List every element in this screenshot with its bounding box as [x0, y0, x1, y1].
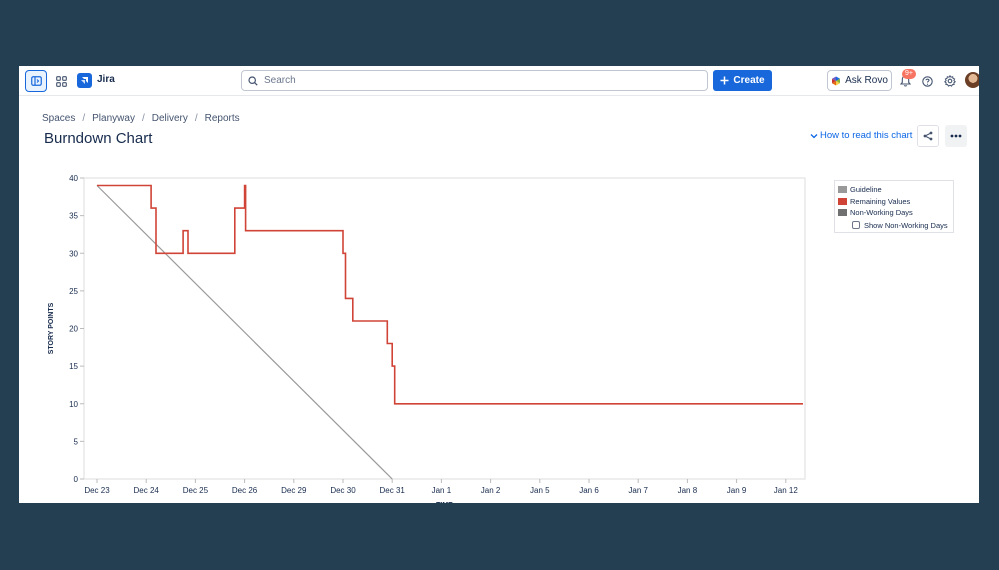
y-tick-label: 10 — [69, 400, 78, 409]
legend-label: Non-Working Days — [850, 208, 913, 218]
notification-badge: 9+ — [902, 69, 916, 79]
page-title: Burndown Chart — [44, 130, 153, 147]
help-icon — [921, 75, 933, 87]
rovo-icon — [832, 76, 841, 85]
x-axis-label: TIME — [436, 502, 453, 503]
brand-name[interactable]: Jira — [97, 74, 115, 85]
app-switcher-button[interactable] — [50, 70, 72, 92]
breadcrumb-delivery[interactable]: Delivery — [151, 113, 188, 124]
series-line-remaining-values — [97, 184, 803, 405]
burndown-chart-svg: 0 5 10 15 20 25 30 35 40 Dec 23 Dec 24 Dec 25 Dec 26… — [48, 174, 806, 503]
share-button[interactable] — [917, 125, 939, 147]
breadcrumb-separator: / — [141, 113, 145, 124]
ask-rovo-label: Ask Rovo — [845, 75, 888, 86]
user-avatar[interactable] — [965, 72, 979, 88]
legend-swatch — [838, 186, 847, 194]
search-input[interactable]: Search — [241, 70, 708, 91]
legend-item-remaining-values: Remaining Values — [838, 196, 950, 208]
x-tick-label: Jan 6 — [579, 486, 599, 495]
x-tick-label: Dec 25 — [183, 486, 209, 495]
y-tick-label: 15 — [69, 362, 78, 371]
x-tick-label: Jan 2 — [481, 486, 501, 495]
create-label: Create — [733, 75, 765, 86]
y-tick-label: 0 — [74, 475, 79, 484]
jira-logo-icon[interactable] — [77, 73, 92, 88]
legend-label: Remaining Values — [850, 196, 911, 206]
y-tick-label: 20 — [69, 325, 78, 334]
y-tick-label: 25 — [69, 287, 78, 296]
plot-area — [83, 177, 806, 480]
chevron-down-icon — [810, 133, 818, 138]
x-tick-label: Dec 23 — [84, 486, 110, 495]
ask-rovo-button[interactable]: Ask Rovo — [827, 70, 892, 91]
show-non-working-days-toggle[interactable]: Show Non-Working Days — [838, 219, 950, 232]
chart-legend: Guideline Remaining Values Non-Working D… — [834, 180, 954, 233]
legend-swatch — [838, 209, 847, 217]
top-navigation: Jira Search Create Ask Rovo 9+ — [19, 66, 979, 96]
breadcrumb-reports[interactable]: Reports — [204, 113, 240, 124]
x-tick-label: Dec 30 — [330, 486, 356, 495]
search-placeholder: Search — [264, 75, 296, 86]
legend-label: Guideline — [850, 185, 882, 195]
how-to-read-label: How to read this chart — [820, 130, 913, 141]
y-axis-label: STORY POINTS — [48, 302, 55, 354]
x-tick-label: Dec 24 — [134, 486, 160, 495]
y-tick-label: 30 — [69, 249, 78, 258]
x-tick-label: Jan 7 — [628, 486, 648, 495]
breadcrumb-separator: / — [82, 113, 86, 124]
x-tick-label: Jan 9 — [727, 486, 747, 495]
sidebar-toggle-icon — [30, 76, 42, 86]
plus-icon — [720, 76, 729, 85]
y-tick-label: 5 — [74, 437, 79, 446]
show-non-working-days-checkbox[interactable] — [852, 221, 860, 229]
x-tick-label: Dec 26 — [232, 486, 258, 495]
share-icon — [923, 131, 933, 141]
legend-swatch — [838, 197, 847, 205]
show-non-working-days-label: Show Non-Working Days — [864, 220, 948, 230]
sidebar-toggle-button[interactable] — [25, 70, 47, 92]
x-tick-label: Dec 29 — [281, 486, 307, 495]
legend-item-guideline: Guideline — [838, 184, 950, 196]
more-icon — [950, 134, 962, 138]
more-actions-button[interactable] — [945, 125, 967, 147]
x-tick-label: Jan 1 — [432, 486, 452, 495]
help-button[interactable] — [919, 72, 935, 90]
breadcrumb-spaces[interactable]: Spaces — [42, 113, 76, 124]
series-line-guideline — [96, 185, 393, 480]
y-tick-label: 35 — [69, 212, 78, 221]
breadcrumb-planyway[interactable]: Planyway — [92, 113, 135, 124]
x-tick-label: Jan 8 — [678, 486, 698, 495]
gear-icon — [944, 75, 956, 87]
jira-window: Jira Search Create Ask Rovo 9+ Spaces / … — [19, 66, 979, 503]
settings-button[interactable] — [942, 72, 958, 90]
breadcrumb: Spaces / Planyway / Delivery / Reports — [42, 113, 240, 124]
y-tick-label: 40 — [69, 174, 78, 183]
legend-item-non-working-days: Non-Working Days — [838, 207, 950, 219]
x-tick-label: Dec 31 — [380, 486, 406, 495]
x-tick-label: Jan 5 — [530, 486, 550, 495]
how-to-read-link[interactable]: How to read this chart — [810, 130, 912, 141]
search-icon — [248, 75, 258, 86]
grid-icon — [55, 75, 67, 87]
burndown-chart: 0 5 10 15 20 25 30 35 40 Dec 23 Dec 24 Dec 25 Dec 26… — [39, 170, 819, 503]
breadcrumb-separator: / — [194, 113, 198, 124]
x-tick-label: Jan 12 — [774, 486, 799, 495]
create-button[interactable]: Create — [713, 70, 772, 91]
